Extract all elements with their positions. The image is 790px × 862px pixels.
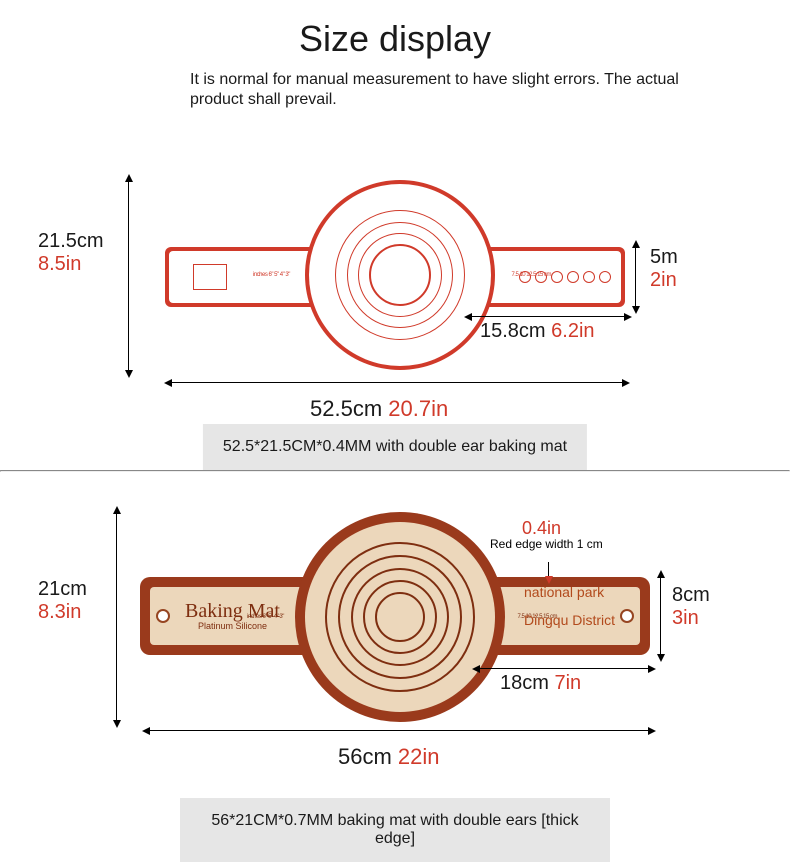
- right-annot-1: national park: [524, 584, 604, 600]
- feature-icon: [583, 271, 595, 283]
- dim-arm-b: 18cm 7in: [500, 672, 581, 695]
- dim-total-b: 56cm 22in: [338, 744, 440, 769]
- hang-hole: [620, 609, 634, 623]
- scale-left: inches 6" 5" 4" 3": [253, 272, 290, 278]
- dim-height-a: 21.5cm 8.5in: [38, 230, 104, 276]
- dim-in: 0.4in: [522, 518, 561, 538]
- disclaimer-text: It is normal for manual measurement to h…: [190, 70, 710, 110]
- dim-arm-height-a: 5m 2in: [650, 246, 678, 292]
- dim-in: 8.3in: [38, 601, 81, 623]
- dough-ring: [375, 592, 425, 642]
- edge-pointer: [548, 562, 549, 576]
- dim-arrow-arm-a: [472, 316, 624, 317]
- dim-arrow-height-a: [128, 182, 129, 370]
- dim-arrow-arm-height-a: [635, 248, 636, 306]
- dim-cm: 56cm: [338, 744, 392, 769]
- mat-b-circle-inner: inches 6" 5" 4" 3" 7.5 10 12.5 15 cm: [305, 522, 495, 712]
- edge-annot: Red edge width 1 cm: [490, 538, 610, 551]
- brand-sublabel: Platinum Silicone: [198, 621, 267, 631]
- dim-in: 7in: [554, 672, 581, 694]
- dim-height-b: 21cm 8.3in: [38, 578, 87, 624]
- dim-in: 3in: [672, 607, 699, 629]
- mat-b-left-ear-inner: Baking Mat Platinum Silicone: [150, 587, 315, 645]
- scale-left: inches 6" 5" 4" 3": [247, 614, 284, 620]
- product-a-section: inches 6" 5" 4" 3" 7.5 10 12.5 15 cm 21.…: [0, 120, 790, 470]
- right-annot-2: Dingqu District: [524, 612, 615, 628]
- mat-a-circle-inner: inches 6" 5" 4" 3" 7.5 10 12.5 15 cm: [309, 184, 491, 366]
- dim-arrow-height-b: [116, 514, 117, 720]
- dim-cm: 5m: [650, 246, 678, 268]
- mat-a-left-ear-inner: [169, 251, 326, 303]
- scale-right: 7.5 10 12.5 15 cm: [511, 272, 551, 278]
- dim-in: 2in: [650, 269, 677, 291]
- dim-in: 8.5in: [38, 253, 81, 275]
- dim-arm-a: 15.8cm 6.2in: [480, 320, 595, 343]
- caption-b: 56*21CM*0.7MM baking mat with double ear…: [180, 798, 610, 862]
- caption-a: 52.5*21.5CM*0.4MM with double ear baking…: [203, 424, 587, 470]
- dim-total-a: 52.5cm 20.7in: [310, 396, 448, 421]
- product-b-section: Baking Mat Platinum Silicone inches 6" 5…: [0, 472, 790, 862]
- dough-ring: [369, 244, 431, 306]
- conversion-table-icon: [193, 264, 227, 290]
- feature-icon: [551, 271, 563, 283]
- dim-in: 22in: [398, 744, 440, 769]
- dim-cm: 21cm: [38, 578, 87, 600]
- dim-in: 20.7in: [388, 396, 448, 421]
- page-title: Size display: [0, 0, 790, 60]
- hang-hole: [156, 609, 170, 623]
- dim-arrow-arm-b: [480, 668, 648, 669]
- dim-cm: 8cm: [672, 584, 710, 606]
- dim-edge-in: 0.4in: [522, 518, 561, 539]
- dim-cm: 15.8cm: [480, 320, 546, 342]
- dim-in: 6.2in: [551, 320, 594, 342]
- feature-icon: [599, 271, 611, 283]
- dim-cm: 21.5cm: [38, 230, 104, 252]
- dim-cm: 52.5cm: [310, 396, 382, 421]
- dim-arm-height-b: 8cm 3in: [672, 584, 710, 630]
- feature-icon: [567, 271, 579, 283]
- dim-arrow-total-b: [150, 730, 648, 731]
- dim-arrow-total-a: [172, 382, 622, 383]
- dim-cm: 18cm: [500, 672, 549, 694]
- mat-a-circle: inches 6" 5" 4" 3" 7.5 10 12.5 15 cm: [305, 180, 495, 370]
- dim-arrow-arm-height-b: [660, 578, 661, 654]
- mat-b-circle: inches 6" 5" 4" 3" 7.5 10 12.5 15 cm: [295, 512, 505, 722]
